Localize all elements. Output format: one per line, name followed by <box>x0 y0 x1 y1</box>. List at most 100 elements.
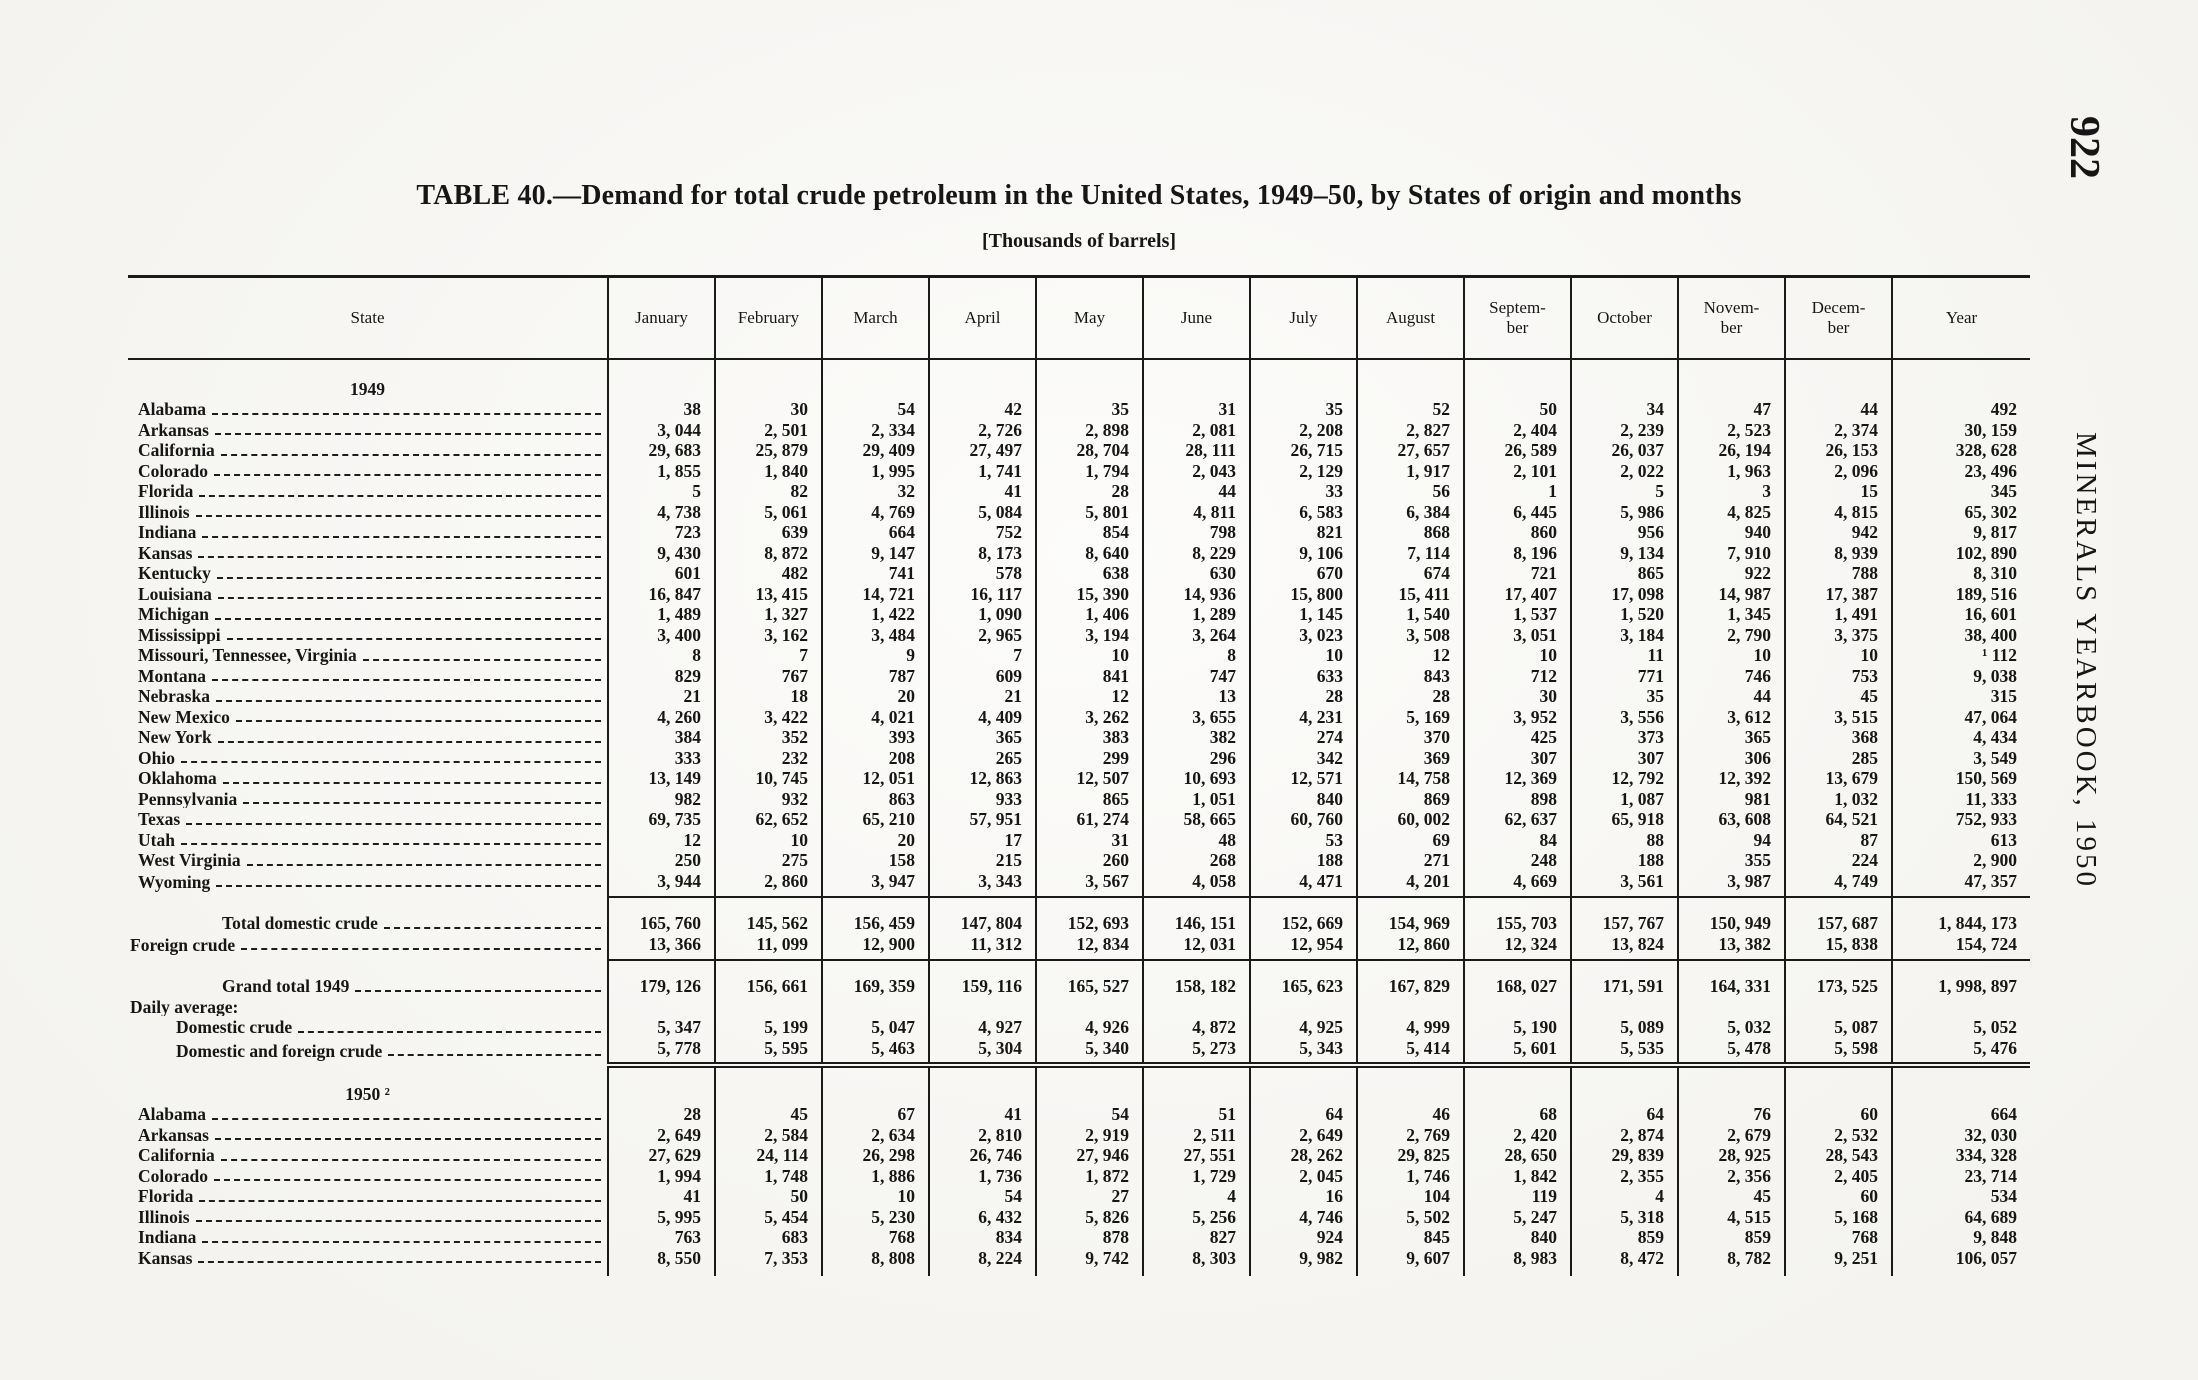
empty-cell <box>714 359 822 398</box>
value-cell: 63, 608 <box>1677 808 1785 829</box>
value-cell: 2, 045 <box>1249 1164 1357 1185</box>
table-row: Daily average: <box>128 995 2030 1016</box>
empty-cell <box>1142 1065 1250 1103</box>
row-label: Arkansas <box>138 419 209 439</box>
value-cell: 683 <box>714 1226 822 1247</box>
table-row: New Mexico 4, 260 3, 422 4, 021 4, 409 3, 262… <box>128 705 2030 726</box>
value-cell: 15 <box>1784 480 1892 501</box>
value-cell: 609 <box>928 664 1036 685</box>
value-cell: 5, 087 <box>1784 1016 1892 1037</box>
value-cell: 167, 829 <box>1356 960 1464 996</box>
value-cell: 5, 601 <box>1463 1036 1571 1068</box>
value-cell: 7, 353 <box>714 1246 822 1276</box>
table-row: Mississippi 3, 400 3, 162 3, 484 2, 965 3, 19… <box>128 623 2030 644</box>
empty-cell <box>1356 359 1464 398</box>
value-cell: 2, 874 <box>1570 1123 1678 1144</box>
row-label-cell: Foreign crude <box>128 933 608 961</box>
table-row: Michigan 1, 489 1, 327 1, 422 1, 090 1, 406 1,… <box>128 603 2030 624</box>
row-label-cell: Arkansas <box>128 419 608 439</box>
value-cell: 5 <box>607 480 715 501</box>
value-cell: 51 <box>1142 1103 1250 1124</box>
value-cell: 664 <box>1891 1103 2030 1124</box>
dotted-leader <box>202 535 601 538</box>
value-cell: 5, 535 <box>1570 1036 1678 1068</box>
row-label: New Mexico <box>138 706 230 726</box>
table-row: Grand total 1949 179, 126 156, 661 169, 359… <box>128 960 2030 996</box>
value-cell: 41 <box>928 1103 1036 1124</box>
dotted-leader <box>215 1138 601 1140</box>
empty-cell <box>607 359 715 398</box>
value-cell: 16, 117 <box>928 582 1036 603</box>
empty-cell <box>1463 1065 1571 1103</box>
value-cell: 492 <box>1891 398 2030 419</box>
row-label: Wyoming <box>138 871 211 892</box>
value-cell: 8, 196 <box>1463 541 1571 562</box>
value-cell: 1, 087 <box>1570 787 1678 808</box>
value-cell: 27 <box>1035 1185 1143 1206</box>
value-cell: 44 <box>1784 398 1892 419</box>
table-row: Illinois 5, 995 5, 454 5, 230 6, 432 5, 826 5,… <box>128 1205 2030 1226</box>
column-header: April <box>928 276 1036 360</box>
value-cell: 4, 925 <box>1249 1016 1357 1037</box>
dotted-leader <box>199 494 601 497</box>
value-cell: 12, 954 <box>1249 932 1357 961</box>
table-row: Texas 69, 735 62, 652 65, 210 57, 951 61, 274… <box>128 808 2030 829</box>
value-cell: 3, 044 <box>607 418 715 439</box>
value-cell: 4, 738 <box>607 500 715 521</box>
empty-cell <box>1463 359 1571 398</box>
table-row: Domestic crude 5, 347 5, 199 5, 047 4, 927 4,… <box>128 1016 2030 1037</box>
value-cell: 4, 409 <box>928 705 1036 726</box>
dotted-leader <box>202 1240 601 1243</box>
empty-cell <box>1891 1065 2030 1103</box>
value-cell: 5, 273 <box>1142 1036 1250 1068</box>
value-cell: 60 <box>1784 1103 1892 1124</box>
value-cell: 8, 782 <box>1677 1246 1785 1276</box>
value-cell: 1, 729 <box>1142 1164 1250 1185</box>
dotted-leader <box>198 1261 601 1263</box>
value-cell: 8 <box>1142 644 1250 665</box>
table-body: 1949 Alabama 38 30 54 42 35 31 35 52 50 34 47 44 492 Ar… <box>128 359 2030 1276</box>
row-label: Illinois <box>138 1206 190 1226</box>
value-cell: 8, 310 <box>1891 562 2030 583</box>
value-cell: 26, 746 <box>928 1144 1036 1165</box>
row-label-cell: Montana <box>128 665 608 685</box>
value-cell: 64 <box>1570 1103 1678 1124</box>
empty-cell <box>1570 1065 1678 1103</box>
value-cell: 9, 147 <box>821 541 929 562</box>
value-cell: 232 <box>714 746 822 767</box>
row-label: Total domestic crude <box>222 913 378 933</box>
value-cell: 12, 392 <box>1677 767 1785 788</box>
value-cell: 3, 264 <box>1142 623 1250 644</box>
value-cell: 68 <box>1463 1103 1571 1124</box>
empty-cell <box>1570 995 1678 1016</box>
value-cell: 76 <box>1677 1103 1785 1124</box>
row-label-cell: Arkansas <box>128 1124 608 1144</box>
value-cell: 2, 374 <box>1784 418 1892 439</box>
value-cell: 3, 549 <box>1891 746 2030 767</box>
value-cell: 188 <box>1249 849 1357 870</box>
value-cell: 865 <box>1570 562 1678 583</box>
value-cell: 154, 969 <box>1356 897 1464 933</box>
value-cell: 3, 484 <box>821 623 929 644</box>
value-cell: 17, 098 <box>1570 582 1678 603</box>
value-cell: 296 <box>1142 746 1250 767</box>
value-cell: 145, 562 <box>714 897 822 933</box>
row-label-cell: West Virginia <box>128 849 608 870</box>
value-cell: 2, 965 <box>928 623 1036 644</box>
value-cell: 3, 952 <box>1463 705 1571 726</box>
value-cell: 425 <box>1463 726 1571 747</box>
value-cell: 365 <box>1677 726 1785 747</box>
value-cell: 5, 199 <box>714 1016 822 1037</box>
value-cell: 1, 489 <box>607 603 715 624</box>
row-label-cell: Indiana <box>128 1226 608 1247</box>
value-cell: 7, 910 <box>1677 541 1785 562</box>
value-cell: 1, 855 <box>607 459 715 480</box>
value-cell: 18 <box>714 685 822 706</box>
value-cell: 45 <box>1677 1185 1785 1206</box>
value-cell: 5, 476 <box>1891 1036 2030 1068</box>
empty-cell <box>607 1065 715 1103</box>
value-cell: 208 <box>821 746 929 767</box>
value-cell: 54 <box>821 398 929 419</box>
row-label: Texas <box>138 809 181 829</box>
dotted-leader <box>215 433 601 435</box>
